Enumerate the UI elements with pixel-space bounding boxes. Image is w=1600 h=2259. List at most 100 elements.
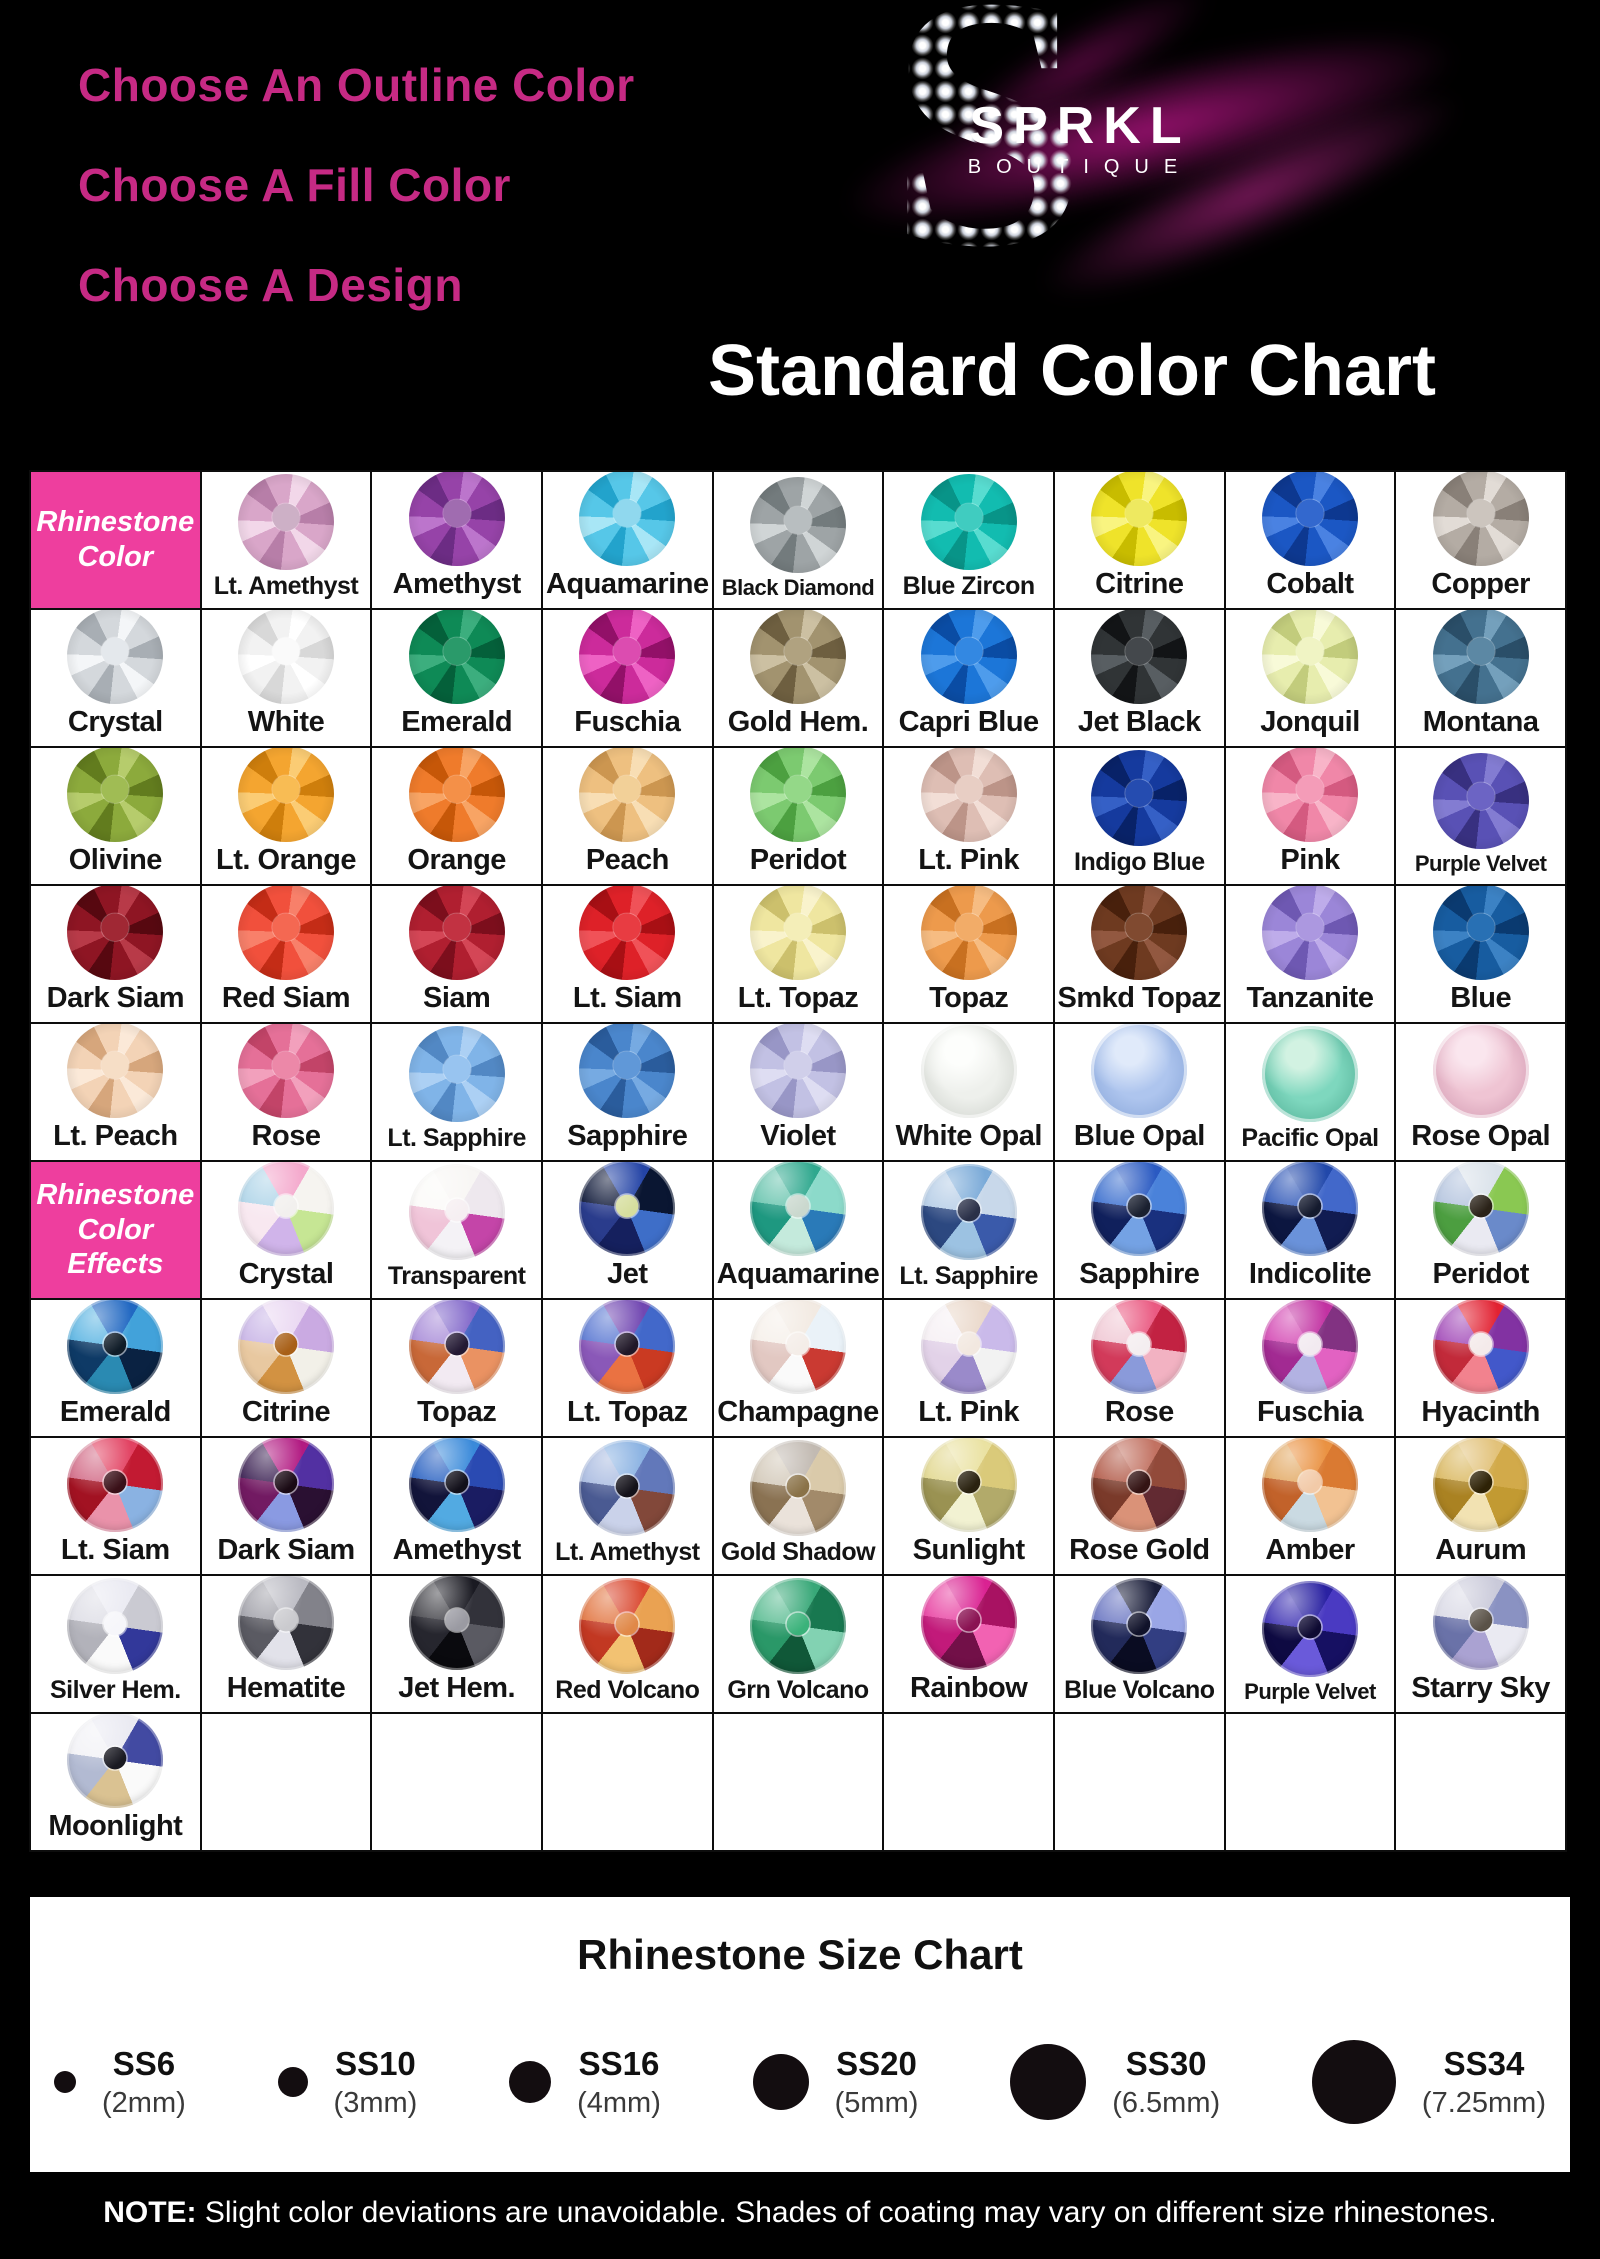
rhinestone-swatch-icon bbox=[749, 1300, 846, 1394]
section-header-cell: Rhinestone Color Effects bbox=[31, 1162, 202, 1300]
section-header-cell: Rhinestone Color bbox=[31, 472, 202, 610]
stone-cell-peridot: Peridot bbox=[1396, 1162, 1567, 1300]
stone-cell-topaz: Topaz bbox=[372, 1300, 543, 1438]
stone-cell-fuschia: Fuschia bbox=[1225, 1300, 1397, 1438]
rhinestone-swatch-icon bbox=[579, 886, 676, 980]
rhinestone-swatch-icon bbox=[749, 477, 846, 573]
rhinestone-swatch-icon bbox=[408, 472, 505, 566]
size-chart-title: Rhinestone Size Chart bbox=[577, 1931, 1023, 1978]
stone-label: Transparent bbox=[387, 1262, 526, 1290]
stone-cell-lt-orange: Lt. Orange bbox=[201, 748, 373, 886]
stone-label: Sapphire bbox=[567, 1120, 688, 1152]
rhinestone-swatch-icon bbox=[237, 1300, 334, 1394]
stone-cell-blue-volcano: Blue Volcano bbox=[1055, 1576, 1226, 1714]
stone-label: Jonquil bbox=[1260, 706, 1360, 738]
stone-cell-moonlight: Moonlight bbox=[31, 1714, 202, 1852]
size-label: SS20 bbox=[836, 2045, 917, 2083]
empty-cell bbox=[713, 1714, 885, 1852]
footer-note-prefix: NOTE: bbox=[103, 2196, 197, 2229]
footer-note: NOTE: Slight color deviations are unavoi… bbox=[0, 2196, 1600, 2230]
stone-cell-emerald: Emerald bbox=[31, 1300, 202, 1438]
stone-label: Peach bbox=[585, 844, 669, 876]
stone-label: Crystal bbox=[238, 1258, 334, 1290]
stone-label: Purple Velvet bbox=[1244, 1679, 1376, 1704]
rhinestone-swatch-icon bbox=[749, 748, 846, 842]
stone-label: Rose bbox=[1104, 1396, 1174, 1428]
rhinestone-swatch-icon bbox=[1091, 610, 1188, 704]
rhinestone-swatch-icon bbox=[920, 1438, 1017, 1532]
stone-cell-amethyst: Amethyst bbox=[372, 1438, 543, 1576]
size-dot-icon bbox=[1010, 2044, 1087, 2120]
rhinestone-swatch-icon bbox=[67, 748, 164, 842]
rhinestone-swatch-icon bbox=[237, 886, 334, 980]
size-label: SS6 bbox=[112, 2045, 176, 2083]
stone-label: Gold Shadow bbox=[720, 1538, 876, 1566]
rhinestone-swatch-icon bbox=[237, 748, 334, 842]
rhinestone-swatch-icon bbox=[1432, 886, 1529, 980]
stone-cell-indigo-blue: Indigo Blue bbox=[1055, 748, 1226, 886]
rhinestone-swatch-icon bbox=[408, 1300, 505, 1394]
stone-label: Lt. Topaz bbox=[737, 982, 859, 1014]
stone-label: Starry Sky bbox=[1411, 1672, 1550, 1704]
stone-label: Amethyst bbox=[392, 568, 522, 600]
stone-cell-lt-siam: Lt. Siam bbox=[31, 1438, 202, 1576]
size-mm: (5mm) bbox=[834, 2086, 919, 2119]
stone-label: Indigo Blue bbox=[1074, 848, 1205, 876]
rhinestone-swatch-icon bbox=[1261, 610, 1358, 704]
choose-design-text: Choose A Design bbox=[78, 259, 463, 311]
stone-cell-aurum: Aurum bbox=[1396, 1438, 1567, 1576]
stone-cell-copper: Copper bbox=[1396, 472, 1567, 610]
rhinestone-swatch-icon bbox=[579, 748, 676, 842]
stone-cell-lt-topaz: Lt. Topaz bbox=[713, 886, 885, 1024]
stone-label: Lt. Sapphire bbox=[387, 1124, 526, 1152]
rhinestone-swatch-icon bbox=[579, 1024, 676, 1118]
rhinestone-swatch-icon bbox=[1261, 1438, 1358, 1532]
rhinestone-swatch-icon bbox=[1432, 1024, 1529, 1118]
stone-cell-pacific-opal: Pacific Opal bbox=[1225, 1024, 1397, 1162]
rhinestone-swatch-icon bbox=[67, 1578, 164, 1674]
size-dot-icon bbox=[509, 2061, 552, 2103]
empty-cell bbox=[372, 1714, 543, 1852]
stone-cell-lt-siam: Lt. Siam bbox=[543, 886, 714, 1024]
stone-cell-crystal: Crystal bbox=[31, 610, 202, 748]
stone-cell-white: White bbox=[201, 610, 373, 748]
stone-label: Peridot bbox=[1432, 1258, 1529, 1290]
stone-cell-rose-gold: Rose Gold bbox=[1055, 1438, 1226, 1576]
stone-label: Black Diamond bbox=[721, 575, 875, 600]
stone-label: Lt. Pink bbox=[918, 844, 1020, 876]
stone-cell-red-siam: Red Siam bbox=[201, 886, 373, 1024]
rhinestone-swatch-icon bbox=[237, 474, 334, 570]
rhinestone-swatch-icon bbox=[1091, 1024, 1188, 1118]
size-label: SS34 bbox=[1443, 2045, 1525, 2083]
rhinestone-swatch-icon bbox=[1432, 1438, 1529, 1532]
stone-label: Indicolite bbox=[1248, 1258, 1372, 1290]
rhinestone-swatch-icon bbox=[920, 748, 1017, 842]
logo-brand-text: SPRKL bbox=[969, 97, 1191, 155]
rhinestone-swatch-icon bbox=[1091, 886, 1188, 980]
size-chart-box: Rhinestone Size Chart SS6 (2mm) SS10 (3mm) S… bbox=[30, 1897, 1570, 2172]
stone-cell-red-volcano: Red Volcano bbox=[543, 1576, 714, 1714]
rhinestone-swatch-icon bbox=[408, 748, 505, 842]
rhinestone-swatch-icon bbox=[1091, 472, 1188, 566]
stone-cell-purple-velvet: Purple Velvet bbox=[1396, 748, 1567, 886]
stone-cell-cobalt: Cobalt bbox=[1225, 472, 1397, 610]
rhinestone-swatch-icon bbox=[920, 1300, 1017, 1394]
stone-label: Topaz bbox=[417, 1396, 497, 1428]
stone-label: Citrine bbox=[241, 1396, 331, 1428]
stone-cell-lt-sapphire: Lt. Sapphire bbox=[372, 1024, 543, 1162]
rhinestone-swatch-icon bbox=[1261, 1162, 1358, 1256]
stone-cell-lt-pink: Lt. Pink bbox=[884, 748, 1055, 886]
rhinestone-swatch-icon bbox=[1091, 1438, 1188, 1532]
stone-label: Lt. Siam bbox=[60, 1534, 170, 1566]
sprkl-boutique-logo: S SPRKL BOUTIQUE bbox=[834, 0, 1479, 330]
stone-label: Silver Hem. bbox=[49, 1676, 181, 1704]
stone-label: White Opal bbox=[895, 1120, 1042, 1152]
rhinestone-swatch-icon bbox=[67, 1300, 164, 1394]
stone-label: Lt. Sapphire bbox=[899, 1262, 1038, 1290]
stone-cell-violet: Violet bbox=[713, 1024, 885, 1162]
size-dot-icon bbox=[277, 2067, 308, 2097]
stone-cell-lt-amethyst: Lt. Amethyst bbox=[543, 1438, 714, 1576]
size-group-ss10: SS10 (3mm) bbox=[277, 2043, 417, 2121]
stone-cell-purple-velvet: Purple Velvet bbox=[1225, 1576, 1397, 1714]
